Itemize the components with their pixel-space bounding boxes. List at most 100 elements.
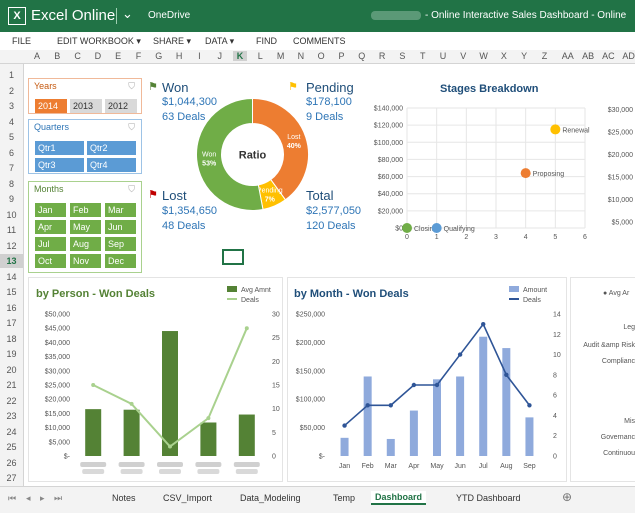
month-aug-button[interactable]: Aug [70, 237, 101, 251]
selected-cell[interactable] [222, 249, 244, 265]
column-header-j[interactable]: J [217, 51, 222, 61]
month-nov-button[interactable]: Nov [70, 254, 101, 268]
column-header-b[interactable]: B [54, 51, 61, 61]
row-header-26[interactable]: 26 [6, 457, 17, 468]
row-header-19[interactable]: 19 [6, 349, 17, 359]
row-header-3[interactable]: 3 [8, 101, 14, 111]
chevron-down-icon[interactable]: ⌄ [122, 6, 133, 21]
row-header-18[interactable]: 18 [6, 333, 17, 344]
row-header-25[interactable]: 25 [6, 442, 17, 452]
column-header-s[interactable]: S [399, 51, 406, 61]
add-sheet-icon[interactable]: ⊕ [562, 490, 573, 504]
menu-find[interactable]: FIND [256, 36, 277, 46]
onedrive-link[interactable]: OneDrive [148, 10, 191, 21]
qtr3-button[interactable]: Qtr3 [35, 158, 84, 172]
month-apr-button[interactable]: Apr [35, 220, 66, 234]
qtr2-button[interactable]: Qtr2 [87, 141, 136, 155]
row-header-8[interactable]: 8 [8, 178, 14, 189]
year-2012-button[interactable]: 2012 [105, 99, 137, 113]
row-header-16[interactable]: 16 [6, 302, 17, 313]
last-sheet-icon[interactable]: ⏭ [54, 493, 63, 503]
row-header-6[interactable]: 6 [8, 147, 14, 158]
month-oct-button[interactable]: Oct [35, 254, 66, 268]
row-header-13[interactable]: 13 [0, 254, 23, 268]
column-header-k[interactable]: K [233, 51, 247, 61]
row-header-7[interactable]: 7 [8, 163, 14, 173]
row-header-15[interactable]: 15 [6, 287, 17, 297]
column-header-c[interactable]: C [74, 51, 81, 61]
column-header-t[interactable]: T [419, 51, 426, 61]
stages-ytick-label: $100,000 [374, 140, 403, 147]
menu-file[interactable]: FILE [12, 36, 32, 46]
column-header-d[interactable]: D [94, 51, 102, 61]
row-header-20[interactable]: 20 [6, 364, 17, 375]
row-header-10[interactable]: 10 [6, 209, 17, 220]
qtr4-button[interactable]: Qtr4 [87, 158, 136, 172]
year-2014-button[interactable]: 2014 [35, 99, 67, 113]
column-header-e[interactable]: E [115, 51, 122, 61]
column-header-a[interactable]: A [33, 51, 40, 61]
menu-share[interactable]: SHARE ▾ [153, 36, 192, 46]
column-header-l[interactable]: L [257, 51, 263, 61]
column-header-f[interactable]: F [135, 51, 142, 61]
column-header-o[interactable]: O [317, 51, 325, 61]
column-header-ad[interactable]: AD [622, 51, 635, 61]
tab-temp[interactable]: Temp [333, 493, 356, 503]
month-jul-button[interactable]: Jul [35, 237, 66, 251]
year-2013-button[interactable]: 2013 [70, 99, 102, 113]
row-header-27[interactable]: 27 [6, 473, 17, 483]
row-header-21[interactable]: 21 [6, 380, 17, 390]
column-header-z[interactable]: Z [541, 51, 548, 61]
tab-dashboard[interactable]: Dashboard [371, 491, 427, 505]
column-header-n[interactable]: N [297, 51, 305, 61]
tab-csv-import[interactable]: CSV_Import [163, 493, 213, 503]
column-header-h[interactable]: H [175, 51, 183, 61]
month-jun-button[interactable]: Jun [105, 220, 136, 234]
column-header-p[interactable]: P [338, 51, 345, 61]
clear-filter-icon[interactable]: ⛉ [128, 81, 135, 91]
column-header-w[interactable]: W [479, 51, 488, 61]
column-header-r[interactable]: R [378, 51, 386, 61]
column-header-m[interactable]: M [276, 51, 285, 61]
month-mar-button[interactable]: Mar [105, 203, 136, 217]
month-jan-button[interactable]: Jan [35, 203, 66, 217]
menu-data[interactable]: DATA ▾ [205, 36, 235, 46]
column-header-aa[interactable]: AA [561, 51, 574, 61]
row-header-1[interactable]: 1 [8, 70, 14, 80]
row-header-2[interactable]: 2 [8, 85, 14, 96]
column-header-q[interactable]: Q [358, 51, 366, 61]
row-header-4[interactable]: 4 [8, 116, 14, 127]
row-header-11[interactable]: 11 [6, 225, 17, 235]
row-header-9[interactable]: 9 [8, 194, 14, 204]
tab-data-modeling[interactable]: Data_Modeling [240, 493, 301, 503]
month-feb-button[interactable]: Feb [70, 203, 101, 217]
next-sheet-icon[interactable]: ▸ [40, 493, 45, 503]
month-dec-button[interactable]: Dec [105, 254, 136, 268]
row-header-12[interactable]: 12 [6, 240, 17, 251]
first-sheet-icon[interactable]: ⏮ [8, 493, 17, 503]
column-header-i[interactable]: I [198, 51, 201, 61]
prev-sheet-icon[interactable]: ◂ [26, 493, 31, 503]
column-header-ac[interactable]: AC [602, 51, 615, 61]
row-header-5[interactable]: 5 [8, 132, 14, 142]
row-header-17[interactable]: 17 [6, 318, 17, 328]
column-header-v[interactable]: V [460, 51, 467, 61]
row-header-24[interactable]: 24 [6, 426, 17, 437]
menu-comments[interactable]: COMMENTS [293, 36, 346, 46]
row-header-14[interactable]: 14 [6, 271, 17, 282]
tab-notes[interactable]: Notes [112, 493, 136, 503]
tab-ytd-dashboard[interactable]: YTD Dashboard [456, 493, 521, 503]
column-header-x[interactable]: X [500, 51, 507, 61]
month-sep-button[interactable]: Sep [105, 237, 136, 251]
month-may-button[interactable]: May [70, 220, 101, 234]
column-header-y[interactable]: Y [521, 51, 528, 61]
menu-edit-workbook[interactable]: EDIT WORKBOOK ▾ [57, 36, 141, 46]
qtr1-button[interactable]: Qtr1 [35, 141, 84, 155]
clear-filter-icon[interactable]: ⛉ [128, 122, 135, 132]
clear-filter-icon[interactable]: ⛉ [128, 184, 135, 194]
row-header-22[interactable]: 22 [6, 395, 17, 406]
column-header-ab[interactable]: AB [582, 51, 595, 61]
column-header-u[interactable]: U [439, 51, 447, 61]
column-header-g[interactable]: G [155, 51, 163, 61]
row-header-23[interactable]: 23 [6, 411, 17, 421]
